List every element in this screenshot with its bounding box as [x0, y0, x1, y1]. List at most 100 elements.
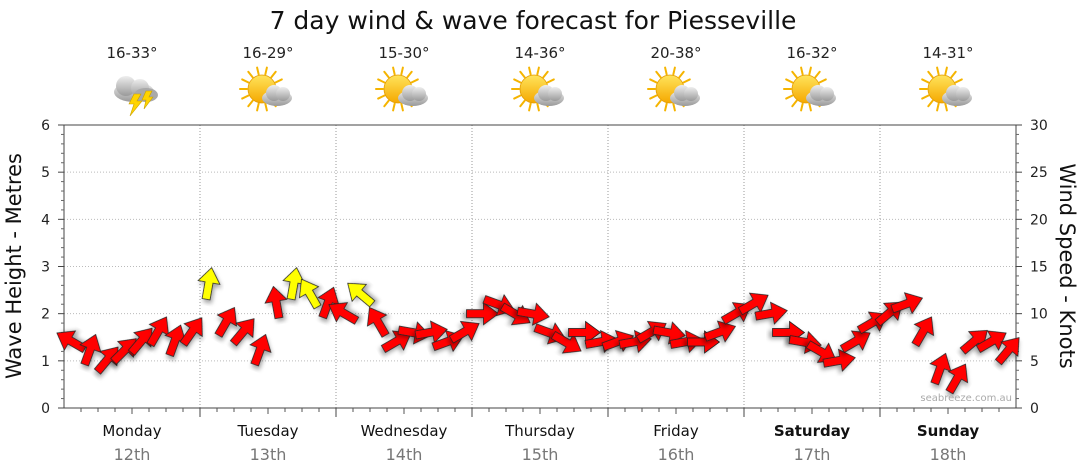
sun-ray [400, 102, 404, 112]
sun-ray [921, 94, 930, 100]
sun-ray [256, 66, 260, 76]
wind-arrow [397, 321, 431, 345]
sun-ray [808, 102, 812, 112]
wind-arrow-shape [179, 317, 203, 347]
wind-arrow-shape [249, 333, 272, 367]
day-label: Tuesday [236, 422, 298, 440]
sun-ray [247, 70, 254, 79]
sun-ray [392, 66, 396, 76]
wind-arrow-shape [652, 321, 686, 345]
sun-ray [791, 70, 798, 79]
wind-arrow-shape [822, 348, 856, 372]
wind-arrow-shape [703, 320, 737, 343]
temp-range: 15-30° [378, 44, 429, 62]
weather-row: 16-33° 16-29° 15-30° 14-36° 20-38° 16-32° 14-3… [106, 44, 974, 117]
left-tick-label: 1 [41, 354, 50, 370]
right-tick-label: 25 [1030, 165, 1048, 181]
sun-ray [785, 78, 794, 84]
wind-arrow [839, 330, 871, 354]
wind-arrow [179, 317, 203, 347]
sun-ray [664, 102, 668, 112]
sun-ray [818, 78, 827, 84]
sun-ray [944, 66, 948, 76]
sun-ray [944, 102, 948, 112]
sun-ray [672, 66, 676, 76]
cloud [806, 85, 836, 106]
wind-arrow [448, 320, 480, 344]
wind-arrow-shape [397, 321, 431, 345]
lightning-bolt [141, 90, 154, 110]
cloud-part [276, 87, 290, 101]
right-tick-label: 0 [1030, 401, 1039, 417]
wind-arrow [214, 306, 238, 338]
sun-ray [400, 66, 404, 76]
sun-ray [528, 102, 532, 112]
day-label: Friday [653, 422, 699, 440]
sun-ray [264, 102, 268, 112]
day-date: 15th [522, 445, 559, 464]
day-labels: Monday 12th Tuesday 13th Wednesday 14th Thursd… [80, 408, 1000, 464]
sun-ray [256, 102, 260, 112]
wind-arrow [414, 320, 448, 344]
sun-ray [247, 99, 254, 108]
sun-ray [513, 78, 522, 84]
sun-cloud-icon [919, 66, 972, 112]
day-label: Sunday [917, 422, 980, 440]
sun-ray [800, 102, 804, 112]
wind-arrow [466, 301, 500, 326]
sun-ray [241, 94, 250, 100]
wind-arrow [911, 316, 935, 348]
grid [64, 125, 1016, 408]
sun-ray [536, 66, 540, 76]
wind-arrow-shape [839, 330, 871, 354]
right-tick-label: 5 [1030, 354, 1039, 370]
wind-arrow-shape [911, 316, 935, 348]
sun-ray [682, 78, 691, 84]
sun-cloud-icon [647, 66, 700, 112]
wind-arrow-shape [466, 301, 500, 326]
right-tick-label: 15 [1030, 260, 1048, 276]
wind-arrow-shape [380, 330, 412, 354]
sun-ray [377, 78, 386, 84]
day-date: 14th [386, 445, 423, 464]
sun-ray [270, 70, 277, 79]
wind-arrow [264, 285, 288, 320]
sun-ray [546, 78, 555, 84]
left-tick-label: 6 [41, 118, 50, 134]
wind-arrow [79, 333, 102, 367]
wind-arrow [890, 292, 924, 315]
wind-arrow [380, 330, 412, 354]
right-axis-title: Wind Speed - Knots [1055, 163, 1079, 368]
wind-arrow-shape [328, 302, 360, 325]
wind-arrow-shape [79, 333, 102, 367]
wind-arrow [703, 320, 737, 343]
sun-ray [519, 99, 526, 108]
wind-arrow [669, 329, 703, 354]
wind-arrow-shape [127, 327, 153, 356]
lightning-bolt [128, 93, 143, 117]
storm-cloud-icon [114, 76, 158, 117]
wind-arrow [298, 278, 322, 310]
left-tick-label: 4 [41, 212, 50, 228]
temp-range: 16-33° [106, 44, 157, 62]
sun-ray [542, 70, 549, 79]
sun-ray [791, 99, 798, 108]
sun-ray [808, 66, 812, 76]
sun-ray [377, 94, 386, 100]
cloud-part [412, 87, 426, 101]
cloud-part [116, 76, 136, 96]
wind-arrow [110, 338, 137, 365]
sun-ray [655, 99, 662, 108]
wind-arrow-shape [754, 301, 788, 325]
right-axis: 0 5 10 15 20 25 30 [1016, 118, 1048, 417]
day-label: Saturday [774, 422, 851, 440]
sun-ray [927, 99, 934, 108]
day-date: 17th [794, 445, 831, 464]
wind-arrow-shape [805, 340, 837, 363]
temp-range: 16-29° [242, 44, 293, 62]
temp-range: 14-36° [514, 44, 565, 62]
wind-arrow-shape [975, 330, 1007, 354]
temp-range: 14-31° [922, 44, 973, 62]
wind-arrow [652, 321, 686, 345]
